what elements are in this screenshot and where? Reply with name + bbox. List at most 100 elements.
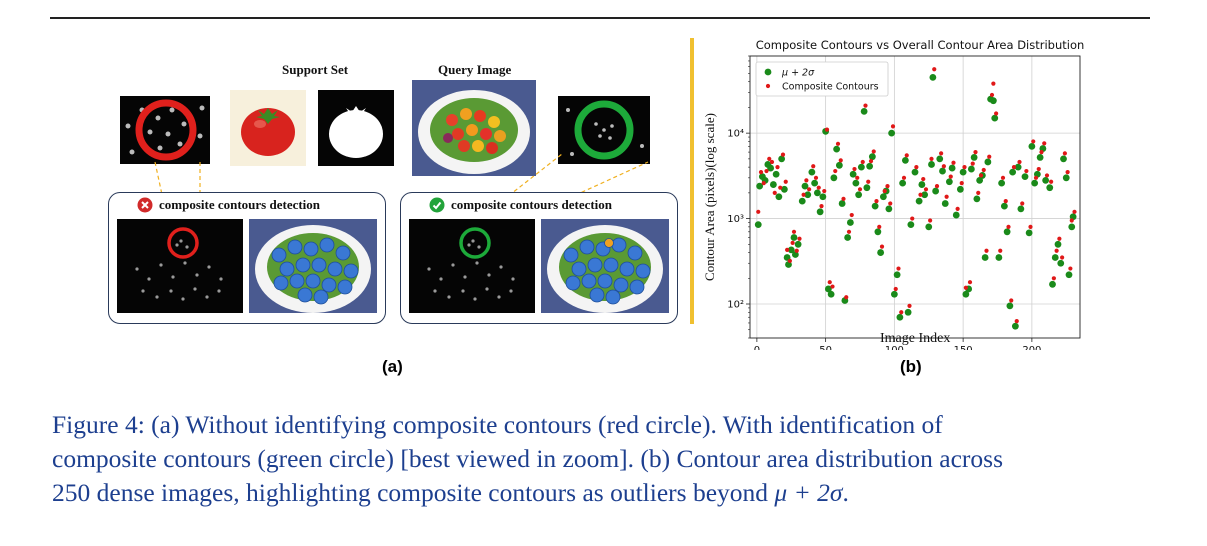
x-tick-label: 200 xyxy=(1022,345,1041,350)
point-mu-2sigma xyxy=(915,197,923,205)
figure-caption: Figure 4: (a) Without identifying compos… xyxy=(52,408,1162,510)
point-mu-2sigma xyxy=(1060,155,1067,163)
left-result-image xyxy=(249,219,377,313)
point-mu-2sigma xyxy=(939,167,946,175)
point-composite xyxy=(819,203,824,209)
point-composite xyxy=(1072,209,1077,214)
point-composite xyxy=(885,183,890,189)
point-composite xyxy=(941,164,946,169)
point-mu-2sigma xyxy=(830,174,838,182)
point-mu-2sigma xyxy=(1021,173,1029,181)
point-mu-2sigma xyxy=(918,181,926,188)
point-mu-2sigma xyxy=(790,234,798,241)
point-mu-2sigma xyxy=(835,161,843,169)
point-composite xyxy=(976,190,981,195)
right-detection-box: composite contours detection xyxy=(400,192,678,324)
left-detection-box: composite contours detection xyxy=(108,192,386,324)
point-composite xyxy=(804,178,809,183)
point-composite xyxy=(1009,298,1014,303)
point-mu-2sigma xyxy=(888,129,896,137)
point-composite xyxy=(827,280,832,285)
point-composite xyxy=(871,149,876,154)
caption-line-3-suffix: . xyxy=(842,478,849,507)
point-composite xyxy=(1054,248,1059,253)
point-composite xyxy=(929,156,934,161)
point-composite xyxy=(769,159,775,165)
point-mu-2sigma xyxy=(989,97,997,105)
point-composite xyxy=(775,165,780,170)
point-mu-2sigma xyxy=(860,107,868,115)
point-mu-2sigma xyxy=(1011,322,1019,330)
point-mu-2sigma xyxy=(833,145,841,153)
point-composite xyxy=(1051,276,1056,281)
point-mu-2sigma xyxy=(941,200,949,207)
point-composite xyxy=(970,161,975,166)
point-composite xyxy=(984,248,989,253)
legend-label: Composite Contours xyxy=(782,82,879,93)
point-composite xyxy=(877,224,882,229)
point-mu-2sigma xyxy=(925,223,933,231)
point-composite xyxy=(951,160,956,165)
point-composite xyxy=(863,103,868,108)
point-composite xyxy=(761,181,766,186)
x-tick-label: 0 xyxy=(754,345,760,350)
y-tick-label: 10⁴ xyxy=(727,129,744,140)
point-mu-2sigma xyxy=(885,205,893,213)
point-mu-2sigma xyxy=(973,195,981,203)
point-mu-2sigma xyxy=(846,219,854,226)
point-composite xyxy=(816,185,821,190)
point-composite xyxy=(981,167,986,173)
point-composite xyxy=(758,169,764,175)
zoom-green-circle-image xyxy=(558,96,650,164)
point-mu-2sigma xyxy=(1051,254,1059,261)
point-mu-2sigma xyxy=(1025,229,1033,237)
point-composite xyxy=(1014,319,1019,324)
point-mu-2sigma xyxy=(1042,176,1050,184)
point-mu-2sigma xyxy=(956,185,964,193)
point-mu-2sigma xyxy=(798,197,806,205)
point-mu-2sigma xyxy=(1006,302,1014,310)
panel-a-label: (a) xyxy=(382,357,403,376)
point-mu-2sigma xyxy=(1065,271,1073,279)
point-mu-2sigma xyxy=(816,208,824,216)
y-axis-label: Contour Area (pixels)(log scale) xyxy=(702,113,717,281)
point-mu-2sigma xyxy=(769,181,777,188)
point-composite xyxy=(978,173,984,178)
point-composite xyxy=(852,166,857,172)
point-composite xyxy=(1042,141,1047,146)
point-composite xyxy=(849,212,854,218)
point-mu-2sigma xyxy=(1046,184,1054,192)
point-mu-2sigma xyxy=(844,234,852,241)
point-composite xyxy=(918,192,923,197)
point-composite xyxy=(860,159,865,165)
point-mu-2sigma xyxy=(756,182,764,190)
point-composite xyxy=(838,158,843,163)
point-composite xyxy=(1065,169,1070,175)
point-composite xyxy=(866,179,871,184)
point-mu-2sigma xyxy=(874,228,882,236)
panel-b-label: (b) xyxy=(900,357,922,376)
point-composite xyxy=(989,92,995,98)
point-mu-2sigma xyxy=(1014,163,1022,171)
point-composite xyxy=(1062,151,1067,156)
point-composite xyxy=(910,216,915,221)
point-mu-2sigma xyxy=(804,191,812,199)
point-composite xyxy=(756,209,761,214)
point-mu-2sigma xyxy=(945,178,953,186)
legend-box xyxy=(755,61,889,97)
point-composite xyxy=(932,67,937,72)
point-composite xyxy=(1000,175,1006,180)
top-rule xyxy=(50,17,1150,19)
point-mu-2sigma xyxy=(827,290,835,298)
point-composite xyxy=(1044,173,1050,178)
point-mu-2sigma xyxy=(959,168,967,176)
point-mu-2sigma xyxy=(801,182,809,190)
x-axis-label: Image Index xyxy=(880,331,951,346)
point-mu-2sigma xyxy=(911,168,919,176)
point-composite xyxy=(955,206,960,211)
point-composite xyxy=(890,124,896,129)
point-composite xyxy=(824,127,830,132)
point-mu-2sigma xyxy=(899,179,907,187)
plot-frame xyxy=(749,55,1081,339)
query-salad-image xyxy=(412,80,536,176)
